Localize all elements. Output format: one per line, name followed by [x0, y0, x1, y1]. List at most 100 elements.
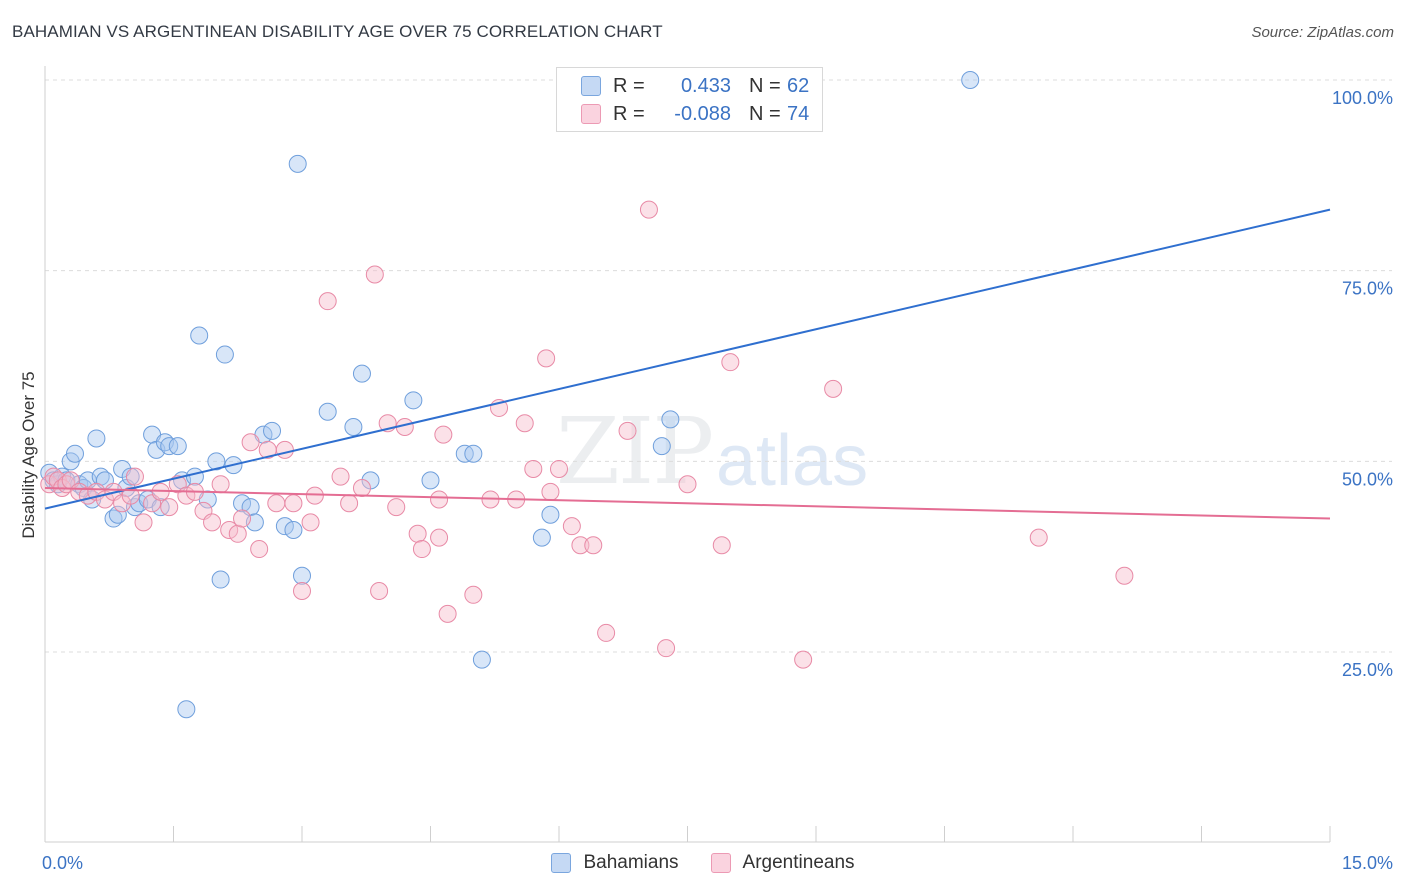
bottom-legend-bahamians: Bahamians — [551, 852, 679, 874]
bahamians-point — [318, 402, 337, 421]
y-tick-label: 75.0% — [1342, 279, 1393, 299]
bahamians-point — [233, 494, 252, 513]
x-tick-label: 0.0% — [42, 853, 83, 873]
bahamians-point — [293, 566, 311, 585]
argentineans-point — [305, 486, 324, 505]
bahamians-point — [472, 650, 491, 669]
bahamians-point — [652, 437, 671, 456]
argentineans-point — [618, 421, 637, 440]
argentineans-point — [541, 482, 560, 501]
legend-row-argentineans: R = -0.088 N = 74 — [557, 100, 809, 128]
argentineans-point — [584, 536, 603, 555]
argentineans-point — [657, 639, 676, 658]
bottom-legend-argentineans: Argentineans — [710, 852, 855, 874]
argentineans-point — [430, 528, 449, 547]
argentineans-point — [160, 498, 179, 517]
bahamians-point — [190, 326, 209, 345]
argentineans-point — [228, 524, 247, 543]
bahamians-point — [65, 444, 84, 463]
bahamians-point — [87, 429, 106, 448]
argentineans-point — [1115, 566, 1134, 585]
argentineans-trend-line — [44, 487, 1331, 520]
legend-r-value: 0.433 — [680, 74, 731, 97]
argentineans-point — [537, 349, 556, 368]
axes — [44, 66, 1331, 843]
legend-r-label: R = — [613, 74, 645, 97]
bahamians-trend-line — [44, 208, 1331, 510]
argentineans-point — [408, 524, 427, 543]
bahamians-point — [464, 444, 483, 463]
legend-r-label: R = — [613, 102, 645, 125]
bottom-legend-label-argentineans: Argentineans — [742, 852, 855, 873]
legend-n-value: 74 — [787, 102, 810, 125]
argentineans-point — [220, 520, 239, 539]
bahamians-point — [532, 528, 551, 547]
legend-row-bahamians: R = 0.433 N = 62 — [557, 72, 809, 100]
argentineans-point — [550, 459, 568, 478]
argentineans-point — [284, 494, 303, 513]
bahamians-point — [121, 467, 140, 486]
argentineans-points — [40, 200, 1134, 669]
argentineans-point — [571, 536, 590, 555]
bahamians-point — [215, 345, 234, 364]
argentineans-point — [301, 513, 320, 532]
bottom-legend-swatch-argentineans — [710, 853, 731, 873]
argentineans-point — [134, 513, 153, 532]
y-axis-label: Disability Age Over 75 — [19, 371, 38, 538]
argentineans-point — [121, 486, 140, 505]
argentineans-point — [464, 585, 483, 604]
bottom-legend-label-bahamians: Bahamians — [583, 852, 679, 873]
bahamians-point — [275, 517, 294, 536]
bahamians-point — [961, 71, 980, 89]
bahamians-point — [344, 418, 363, 437]
argentineans-point — [318, 292, 337, 311]
bahamians-point — [168, 437, 187, 456]
argentineans-point — [331, 467, 350, 486]
argentineans-point — [639, 200, 658, 219]
legend-n-label: N = — [749, 102, 781, 125]
bahamians-point — [185, 467, 204, 486]
legend-r-value: -0.088 — [674, 102, 731, 125]
argentineans-point — [267, 494, 286, 513]
argentineans-point — [721, 353, 740, 372]
bottom-legend-swatch-bahamians — [551, 853, 572, 873]
argentineans-point — [434, 425, 453, 444]
trend-lines — [44, 208, 1331, 520]
legend-swatch-argentineans — [581, 104, 601, 124]
argentineans-point — [211, 475, 230, 494]
argentineans-point — [678, 475, 697, 494]
argentineans-point — [250, 540, 269, 559]
grid-lines — [45, 79, 1392, 653]
argentineans-point — [387, 498, 406, 517]
bahamians-point — [404, 391, 423, 410]
bahamians-point — [661, 410, 680, 429]
bahamians-point — [541, 505, 560, 524]
argentineans-point — [438, 604, 457, 623]
y-tick-label: 100.0% — [1332, 88, 1393, 108]
bahamians-point — [421, 471, 440, 490]
bottom-legend: Bahamians Argentineans — [0, 852, 1406, 874]
x-tick-label: 15.0% — [1342, 853, 1393, 873]
legend-swatch-bahamians — [581, 76, 601, 96]
argentineans-point — [233, 509, 252, 528]
argentineans-point — [241, 433, 260, 452]
bahamians-point — [177, 700, 196, 719]
y-tick-label: 50.0% — [1342, 469, 1393, 489]
bahamians-point — [211, 570, 230, 589]
bahamians-point — [284, 520, 303, 539]
tick-labels: 25.0% 50.0% 75.0% 100.0% 0.0% 15.0% — [42, 88, 1393, 873]
legend-n-value: 62 — [787, 74, 810, 97]
argentineans-point — [794, 650, 813, 669]
watermark-zip: ZIP — [556, 398, 714, 505]
legend-box: R = 0.433 N = 62 R = -0.088 N = 74 — [556, 67, 823, 132]
bahamians-point — [352, 364, 371, 383]
argentineans-point — [515, 414, 534, 433]
bahamians-point — [288, 154, 307, 173]
bahamians-point — [108, 505, 127, 524]
argentineans-point — [412, 540, 431, 559]
bahamians-point — [263, 421, 282, 440]
source-label: Source: ZipAtlas.com — [1251, 24, 1394, 41]
argentineans-point — [430, 490, 449, 509]
bahamians-point — [207, 452, 226, 471]
